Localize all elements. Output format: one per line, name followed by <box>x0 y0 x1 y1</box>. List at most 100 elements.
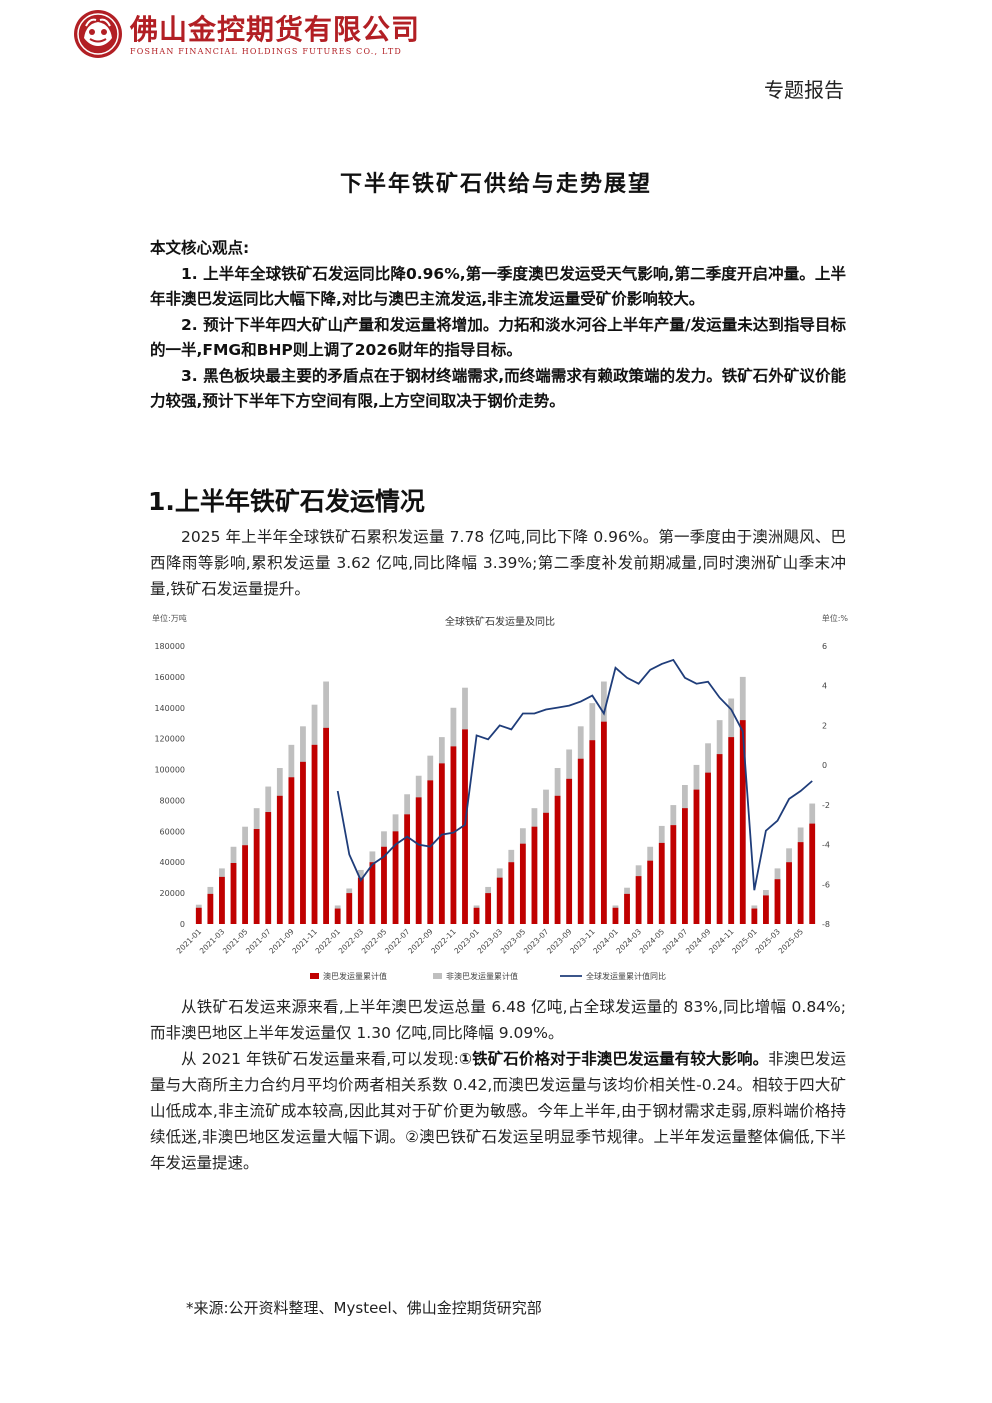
bar-aus-bra <box>682 808 688 924</box>
bar-aus-bra <box>404 814 411 924</box>
company-logo: 佛山金控期货有限公司 FOSHAN FINANCIAL HOLDINGS FUT… <box>72 8 420 60</box>
bar-aus-bra <box>786 862 792 924</box>
y-tick-right: 2 <box>822 721 827 730</box>
y-tick-right: -8 <box>822 920 830 929</box>
bar-aus-bra <box>230 862 237 924</box>
bar-aus-bra <box>242 845 248 924</box>
bar-aus-bra <box>392 831 399 924</box>
company-name-en: FOSHAN FINANCIAL HOLDINGS FUTURES CO., L… <box>130 46 403 56</box>
bar-aus-bra <box>253 829 260 924</box>
chart-title: 全球铁矿石发运量及同比 <box>445 615 555 628</box>
bar-aus-bra <box>427 780 434 924</box>
bar-aus-bra <box>288 777 295 924</box>
bar-aus-bra <box>300 761 306 924</box>
bar-aus-bra <box>797 842 804 924</box>
bar-aus-bra <box>728 737 735 924</box>
y-tick-left: 20000 <box>160 889 185 898</box>
y-tick-right: -6 <box>822 880 830 889</box>
bar-aus-bra <box>462 729 468 924</box>
y-tick-right: 0 <box>822 761 827 770</box>
key-points: 本文核心观点: 1. 上半年全球铁矿石发运同比降0.96%,第一季度澳巴发运受天… <box>150 236 846 415</box>
body-paragraph: 从 2021 年铁矿石发运量来看,可以发现:①铁矿石价格对于非澳巴发运量有较大影… <box>150 1046 846 1176</box>
bar-aus-bra <box>763 895 769 924</box>
y-tick-right: -4 <box>822 841 830 850</box>
bar-aus-bra <box>739 720 746 924</box>
bar-aus-bra <box>369 862 376 924</box>
y-tick-left: 160000 <box>154 673 185 682</box>
bar-aus-bra <box>485 893 492 924</box>
legend-label: 澳巴发运量累计值 <box>323 971 387 981</box>
bar-aus-bra <box>195 907 202 924</box>
bar-aus-bra <box>519 843 526 924</box>
bar-aus-bra <box>577 758 584 924</box>
y-tick-left: 100000 <box>154 766 185 775</box>
lion-dance-logo-icon <box>74 10 122 58</box>
bar-aus-bra <box>600 721 607 924</box>
document-title: 下半年铁矿石供给与走势展望 <box>339 172 652 197</box>
bar-aus-bra <box>531 826 538 924</box>
bar-aus-bra <box>635 876 642 924</box>
bar-aus-bra <box>716 754 723 924</box>
y-tick-left: 0 <box>180 920 185 929</box>
bar-aus-bra <box>693 789 700 924</box>
y-tick-right: 6 <box>822 642 827 651</box>
legend-swatch-aus-bra <box>310 973 319 979</box>
y-tick-left: 120000 <box>154 735 185 744</box>
legend-swatch-non-aus-bra <box>433 973 442 979</box>
bar-aus-bra <box>357 877 364 924</box>
y-tick-left: 40000 <box>160 858 185 867</box>
key-point-item: 2. 预计下半年四大矿山产量和发运量将增加。力拓和淡水河谷上半年产量/发运量未达… <box>150 315 846 360</box>
bar-aus-bra <box>450 746 457 924</box>
y-tick-left: 60000 <box>160 827 185 836</box>
y-tick-left: 80000 <box>160 796 185 805</box>
body-paragraph: 2025 年上半年全球铁矿石累积发运量 7.78 亿吨,同比下降 0.96%。第… <box>150 528 846 598</box>
y-tick-left: 180000 <box>154 642 185 651</box>
section-heading: 1.上半年铁矿石发运情况 <box>148 487 425 516</box>
company-name-cn: 佛山金控期货有限公司 <box>130 12 421 46</box>
y-tick-right: -2 <box>822 801 830 810</box>
bar-aus-bra <box>496 877 503 924</box>
para-rest: 非澳巴发运量与大商所主力合约月平均价两者相关系数 0.42,而澳巴发运量与该均价… <box>150 1050 846 1172</box>
body-paragraph: 从铁矿石发运来源来看,上半年澳巴发运总量 6.48 亿吨,占全球发运量的 83%… <box>150 998 846 1042</box>
bar-aus-bra <box>276 795 283 924</box>
bar-aus-bra <box>438 763 445 924</box>
bar-aus-bra <box>670 825 677 924</box>
key-points-heading: 本文核心观点: <box>150 239 250 257</box>
bar-aus-bra <box>265 812 272 924</box>
bar-aus-bra <box>346 893 353 924</box>
right-axis-unit: 单位:% <box>822 613 849 623</box>
bar-aus-bra <box>508 862 515 924</box>
bar-aus-bra <box>566 778 573 924</box>
bar-aus-bra <box>473 907 480 924</box>
shipment-chart: 全球铁矿石发运量及同比 单位:万吨 单位:% 0 20000 40000 60000 8000… <box>152 613 849 981</box>
x-tick-label: 2025-05 <box>777 927 806 956</box>
bar-aus-bra <box>381 846 387 924</box>
bar-aus-bra <box>311 744 318 924</box>
bar-aus-bra <box>207 893 214 924</box>
y-tick-right: 4 <box>822 682 827 691</box>
bar-aus-bra <box>323 727 329 924</box>
key-point-item: 3. 黑色板块最主要的矛盾点在于钢材终端需求,而终端需求有赖政策端的发力。铁矿石… <box>150 366 846 411</box>
legend-label: 全球发运量累计值同比 <box>586 971 666 981</box>
bar-aus-bra <box>543 812 549 924</box>
bar-aus-bra <box>658 842 665 924</box>
left-axis-unit: 单位:万吨 <box>152 613 187 623</box>
yoy-line <box>336 658 813 891</box>
bar-aus-bra <box>705 772 711 924</box>
bar-aus-bra <box>415 797 422 924</box>
bar-aus-bra <box>589 740 596 924</box>
bar-aus-bra <box>554 795 561 924</box>
legend-label: 非澳巴发运量累计值 <box>446 971 518 981</box>
para-emphasis: ①铁矿石价格对于非澳巴发运量有较大影响。 <box>458 1050 769 1068</box>
bar-aus-bra <box>751 908 758 924</box>
bar-aus-bra <box>612 907 619 924</box>
bar-aus-bra <box>809 823 816 924</box>
bar-aus-bra <box>624 893 630 924</box>
bar-aus-bra <box>774 879 781 924</box>
para-intro: 从 2021 年铁矿石发运量来看,可以发现: <box>181 1050 459 1068</box>
bar-aus-bra <box>219 876 225 924</box>
report-type: 专题报告 <box>764 78 844 102</box>
key-point-item: 1. 上半年全球铁矿石发运同比降0.96%,第一季度澳巴发运受天气影响,第二季度… <box>150 264 846 309</box>
bar-aus-bra <box>647 860 654 924</box>
source-note: *来源:公开资料整理、Mysteel、佛山金控期货研究部 <box>186 1299 542 1317</box>
